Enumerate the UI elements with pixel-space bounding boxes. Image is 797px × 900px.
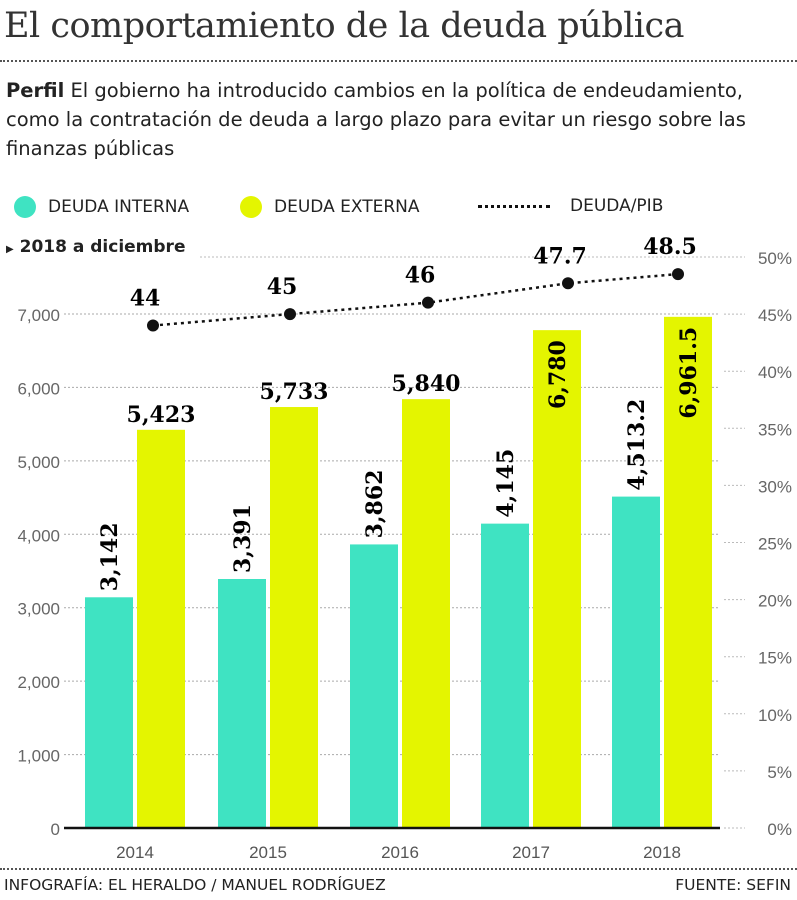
subtitle-text: El gobierno ha introducido cambios en la… (6, 79, 746, 160)
right-tick-label: 35% (758, 420, 792, 439)
bar-label-externa: 6,961.5 (676, 327, 702, 419)
point-label-deuda-pib: 47.7 (533, 243, 587, 269)
footer-source: FUENTE: SEFIN (675, 876, 791, 894)
legend: DEUDA INTERNA DEUDA EXTERNA DEUDA/PIB (0, 196, 797, 226)
bar-deuda-interna (481, 523, 529, 828)
left-tick-label: 5,000 (17, 453, 60, 472)
x-tick-label: 2015 (249, 843, 287, 862)
point-deuda-pib (672, 268, 684, 281)
legend-item-interna: DEUDA INTERNA (14, 196, 189, 218)
bar-deuda-interna (218, 579, 266, 828)
right-tick-label: 15% (758, 649, 792, 668)
chart-title: El comportamiento de la deuda pública (4, 6, 684, 46)
right-tick-label: 30% (758, 477, 792, 496)
bar-label-interna: 3,391 (230, 504, 256, 573)
right-tick-label: 25% (758, 535, 792, 554)
x-tick-label: 2016 (381, 843, 419, 862)
subtitle-lead: Perfil (6, 79, 65, 102)
triangle-icon: ▶ (6, 244, 14, 255)
legend-swatch-externa (240, 196, 262, 218)
left-tick-label: 7,000 (17, 306, 60, 325)
legend-item-externa: DEUDA EXTERNA (240, 196, 419, 218)
point-deuda-pib (284, 308, 296, 321)
bar-deuda-externa (270, 407, 318, 828)
point-deuda-pib (147, 319, 159, 332)
point-deuda-pib (422, 296, 434, 309)
bar-label-externa: 5,423 (127, 402, 196, 428)
bar-label-interna: 4,513.2 (624, 399, 650, 491)
footer-credit: INFOGRAFÍA: EL HERALDO / MANUEL RODRÍGUE… (4, 876, 386, 894)
bar-deuda-interna (350, 544, 398, 828)
point-label-deuda-pib: 46 (405, 263, 436, 289)
left-tick-label: 3,000 (17, 600, 60, 619)
right-tick-label: 45% (758, 306, 792, 325)
bar-deuda-interna (612, 496, 660, 828)
right-tick-label: 40% (758, 363, 792, 382)
bar-deuda-externa (533, 330, 581, 828)
bar-deuda-interna (85, 597, 133, 828)
bar-deuda-externa (664, 316, 712, 828)
legend-label: DEUDA INTERNA (48, 197, 190, 217)
left-tick-label: 4,000 (17, 526, 60, 545)
right-tick-label: 10% (758, 706, 792, 725)
title-divider (0, 60, 797, 62)
bar-label-externa: 5,840 (392, 371, 461, 397)
right-tick-label: 50% (758, 249, 792, 268)
x-tick-label: 2018 (643, 843, 681, 862)
bar-label-externa: 5,733 (260, 379, 329, 405)
point-deuda-pib (562, 277, 574, 290)
note-text: 2018 a diciembre (19, 237, 186, 257)
legend-swatch-interna (14, 196, 36, 218)
chart-subtitle: Perfil El gobierno ha introducido cambio… (6, 76, 786, 163)
x-tick-label: 2017 (512, 843, 550, 862)
right-tick-label: 0% (767, 820, 792, 839)
legend-label: DEUDA/PIB (570, 196, 664, 216)
legend-item-pib: DEUDA/PIB (478, 196, 663, 216)
x-tick-label: 2014 (116, 843, 154, 862)
bar-label-interna: 4,145 (493, 449, 519, 518)
bar-label-externa: 6,780 (545, 340, 571, 409)
right-tick-label: 20% (758, 592, 792, 611)
bar-label-interna: 3,142 (97, 522, 123, 591)
left-tick-label: 1,000 (17, 747, 60, 766)
right-tick-label: 5% (767, 763, 792, 782)
bar-label-interna: 3,862 (362, 470, 388, 539)
point-label-deuda-pib: 48.5 (643, 234, 697, 260)
point-label-deuda-pib: 45 (267, 274, 298, 300)
legend-swatch-pib (478, 204, 550, 208)
left-tick-label: 6,000 (17, 379, 60, 398)
footer-divider (0, 868, 797, 870)
chart-note: ▶ 2018 a diciembre (6, 237, 185, 257)
legend-label: DEUDA EXTERNA (274, 197, 420, 217)
point-label-deuda-pib: 44 (130, 286, 161, 312)
left-tick-label: 0 (51, 820, 60, 839)
bar-deuda-externa (402, 399, 450, 828)
bar-deuda-externa (137, 429, 185, 828)
left-tick-label: 2,000 (17, 673, 60, 692)
